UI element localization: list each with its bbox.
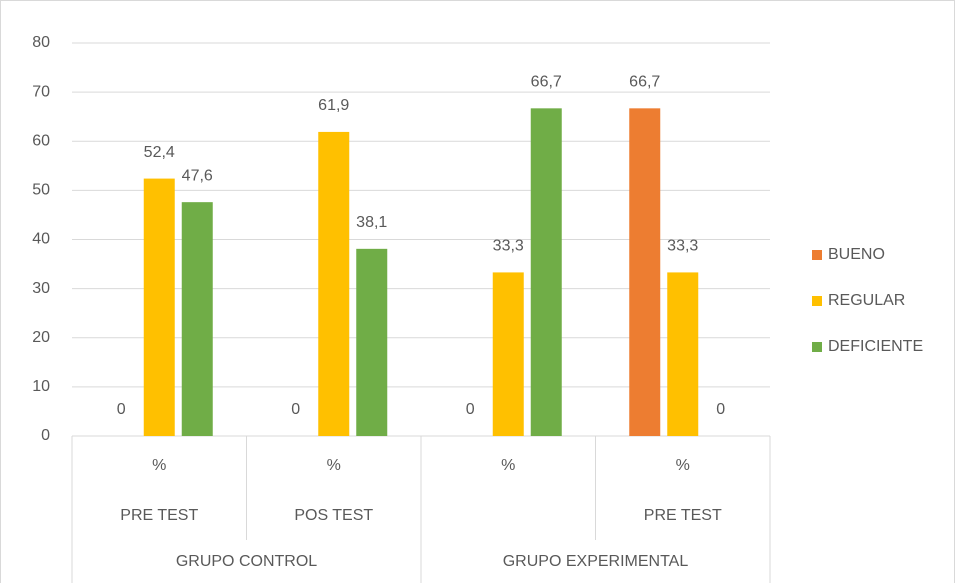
data-label: 33,3 xyxy=(493,238,524,255)
y-tick-label: 20 xyxy=(32,329,50,346)
x-subcategory-label: PRE TEST xyxy=(644,507,722,524)
data-label: 47,6 xyxy=(182,167,213,184)
data-label: 0 xyxy=(117,401,126,418)
data-label: 61,9 xyxy=(318,97,349,114)
x-subcategory-label: PRE TEST xyxy=(120,507,198,524)
x-tick-label: % xyxy=(501,457,515,474)
legend-swatch xyxy=(812,342,822,352)
data-label: 66,7 xyxy=(629,74,660,91)
data-label: 66,7 xyxy=(531,74,562,91)
data-label: 38,1 xyxy=(356,214,387,231)
bar xyxy=(356,248,388,436)
y-tick-label: 0 xyxy=(41,427,50,444)
bar xyxy=(143,178,175,436)
y-tick-label: 10 xyxy=(32,378,50,395)
y-tick-label: 60 xyxy=(32,132,50,149)
y-tick-label: 80 xyxy=(32,34,50,51)
legend-label: DEFICIENTE xyxy=(828,338,923,355)
y-tick-label: 40 xyxy=(32,231,50,248)
legend-label: REGULAR xyxy=(828,292,905,309)
x-tick-label: % xyxy=(152,457,166,474)
x-subcategory-label: POS TEST xyxy=(294,507,373,524)
legend-swatch xyxy=(812,296,822,306)
data-label: 0 xyxy=(716,401,725,418)
bar xyxy=(318,131,350,436)
x-tick-label: % xyxy=(327,457,341,474)
bar xyxy=(492,272,524,436)
y-tick-label: 70 xyxy=(32,83,50,100)
legend-swatch xyxy=(812,250,822,260)
data-label: 52,4 xyxy=(144,144,175,161)
x-group-label: GRUPO EXPERIMENTAL xyxy=(503,553,689,570)
bar xyxy=(667,272,699,436)
x-tick-label: % xyxy=(676,457,690,474)
y-tick-label: 30 xyxy=(32,280,50,297)
data-label: 0 xyxy=(291,401,300,418)
y-tick-label: 50 xyxy=(32,182,50,199)
bar xyxy=(629,108,661,437)
x-group-label: GRUPO CONTROL xyxy=(176,553,317,570)
data-label: 0 xyxy=(466,401,475,418)
data-label: 33,3 xyxy=(667,238,698,255)
bar xyxy=(530,108,562,437)
legend-label: BUENO xyxy=(828,246,885,263)
bar xyxy=(181,202,213,436)
